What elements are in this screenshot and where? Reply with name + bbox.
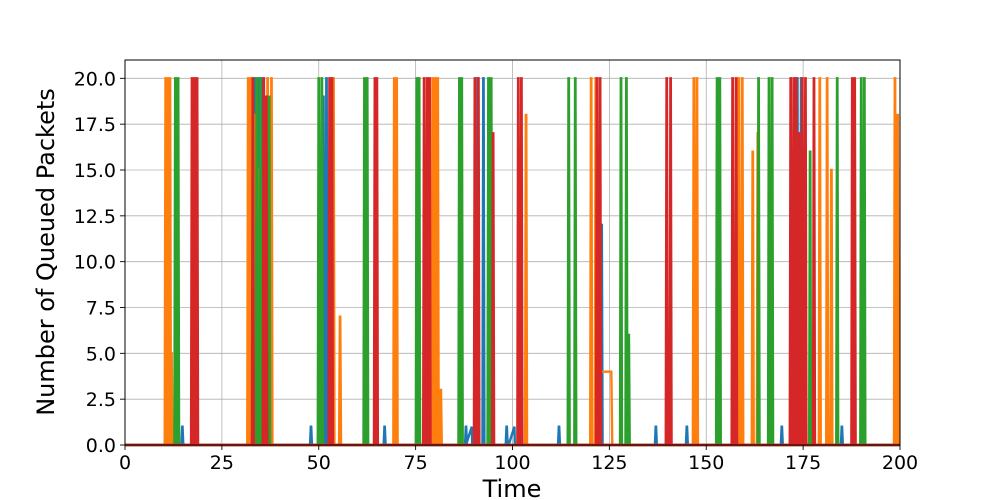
grid	[124, 60, 901, 446]
y-tick-label-7: 17.5	[74, 114, 116, 136]
x-tick-label-2: 50	[307, 452, 331, 474]
x-tick-label-0: 0	[119, 452, 131, 474]
y-tick-label-3: 7.5	[86, 298, 116, 320]
x-tick-label-7: 175	[785, 452, 821, 474]
y-tick-label-6: 15.0	[74, 160, 116, 182]
y-tick-label-0: 0.0	[86, 435, 116, 457]
y-tick-label-4: 10.0	[74, 252, 116, 274]
y-axis-label: Number of Queued Packets	[32, 88, 60, 416]
series-line-3	[125, 77, 900, 447]
x-tick-label-8: 200	[882, 452, 918, 474]
x-tick-label-6: 150	[688, 452, 724, 474]
y-tick-label-2: 5.0	[86, 343, 116, 365]
y-tick-label-5: 12.5	[74, 206, 116, 228]
x-tick-label-4: 100	[494, 452, 530, 474]
x-tick-label-1: 25	[210, 452, 234, 474]
x-tick-label-3: 75	[404, 452, 428, 474]
y-tick-label-8: 20.0	[74, 68, 116, 90]
y-tick-label-1: 2.5	[86, 389, 116, 411]
x-tick-label-5: 125	[591, 452, 627, 474]
x-axis-label: Time	[482, 475, 542, 500]
axis-ticks: 0 25 50 75 100 125 150 175 200 0.0 2.5 5.0 7.5 10.0 12…	[74, 68, 918, 474]
series-line-2	[125, 77, 900, 447]
